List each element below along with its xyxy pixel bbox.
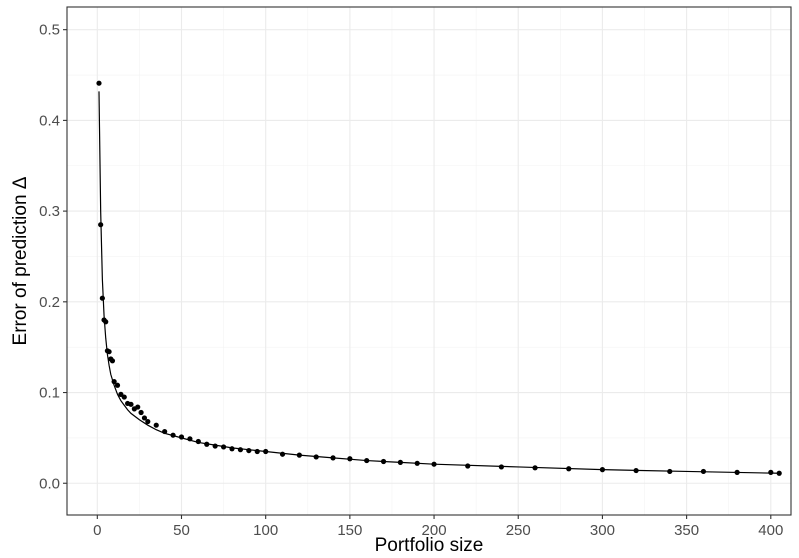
data-point xyxy=(170,432,176,438)
data-point xyxy=(135,404,141,410)
data-point xyxy=(768,469,774,475)
data-point xyxy=(106,349,112,355)
ticks-layer: 0 50 100 150 200 250 300 350 400 0.0 0.1 0.2 0.3 0.4 0… xyxy=(39,22,783,539)
data-point xyxy=(111,379,117,385)
data-point xyxy=(153,422,159,428)
y-tick-label: 0.5 xyxy=(39,22,60,39)
data-point xyxy=(431,461,437,467)
data-point xyxy=(776,470,782,476)
data-point xyxy=(465,463,471,469)
y-axis-title: Error of prediction Δ xyxy=(10,176,31,345)
data-point xyxy=(667,468,673,475)
data-point xyxy=(313,454,319,460)
data-point xyxy=(178,434,185,440)
data-point xyxy=(296,452,302,458)
points-layer xyxy=(96,80,782,476)
data-point xyxy=(121,394,127,400)
plot-panel-border xyxy=(66,6,792,516)
y-tick-label: 0.2 xyxy=(39,294,60,311)
y-tick-label: 0.1 xyxy=(39,385,60,402)
data-point xyxy=(414,460,420,466)
data-point xyxy=(220,444,227,450)
data-point xyxy=(498,464,504,470)
x-tick-label: 50 xyxy=(173,522,190,539)
x-tick-label: 300 xyxy=(590,522,615,539)
data-point xyxy=(195,438,201,445)
x-tick-label: 0 xyxy=(93,522,101,539)
x-tick-label: 350 xyxy=(674,522,699,539)
x-tick-label: 200 xyxy=(422,522,447,539)
data-point xyxy=(279,451,286,457)
data-point xyxy=(204,441,210,447)
data-point xyxy=(99,295,105,301)
data-point xyxy=(246,447,252,454)
data-point xyxy=(397,459,403,465)
data-point xyxy=(734,469,740,475)
data-point xyxy=(109,358,116,364)
plot-panel-background xyxy=(67,7,791,515)
x-axis-title: Portfolio size xyxy=(375,535,484,556)
data-point xyxy=(138,409,144,416)
fit-curve xyxy=(98,91,780,474)
data-point xyxy=(380,458,387,465)
data-point xyxy=(229,446,235,452)
x-tick-label: 400 xyxy=(758,522,783,539)
data-point xyxy=(114,382,121,388)
data-point xyxy=(103,319,109,325)
data-point xyxy=(633,467,639,474)
grid-layer xyxy=(67,7,791,515)
data-point xyxy=(145,418,151,425)
y-tick-label: 0.0 xyxy=(39,475,60,492)
data-point xyxy=(599,467,606,473)
data-point xyxy=(364,457,370,464)
data-point xyxy=(98,222,104,228)
x-tick-label: 250 xyxy=(506,522,531,539)
y-tick-label: 0.3 xyxy=(39,203,60,220)
data-point xyxy=(162,428,168,435)
data-point xyxy=(187,436,193,442)
x-tick-label: 100 xyxy=(253,522,278,539)
data-point xyxy=(237,447,244,453)
data-point xyxy=(566,466,572,472)
x-tick-label: 150 xyxy=(337,522,362,539)
data-point xyxy=(347,456,353,462)
data-point xyxy=(128,401,134,407)
data-point xyxy=(212,443,218,449)
data-point xyxy=(96,80,102,86)
data-point xyxy=(330,455,336,461)
data-point xyxy=(141,415,148,421)
data-point xyxy=(254,448,260,455)
y-tick-label: 0.4 xyxy=(39,112,60,129)
data-point xyxy=(263,448,269,455)
fit-curve-layer xyxy=(98,91,780,474)
data-point xyxy=(532,465,538,471)
data-point xyxy=(700,468,707,475)
